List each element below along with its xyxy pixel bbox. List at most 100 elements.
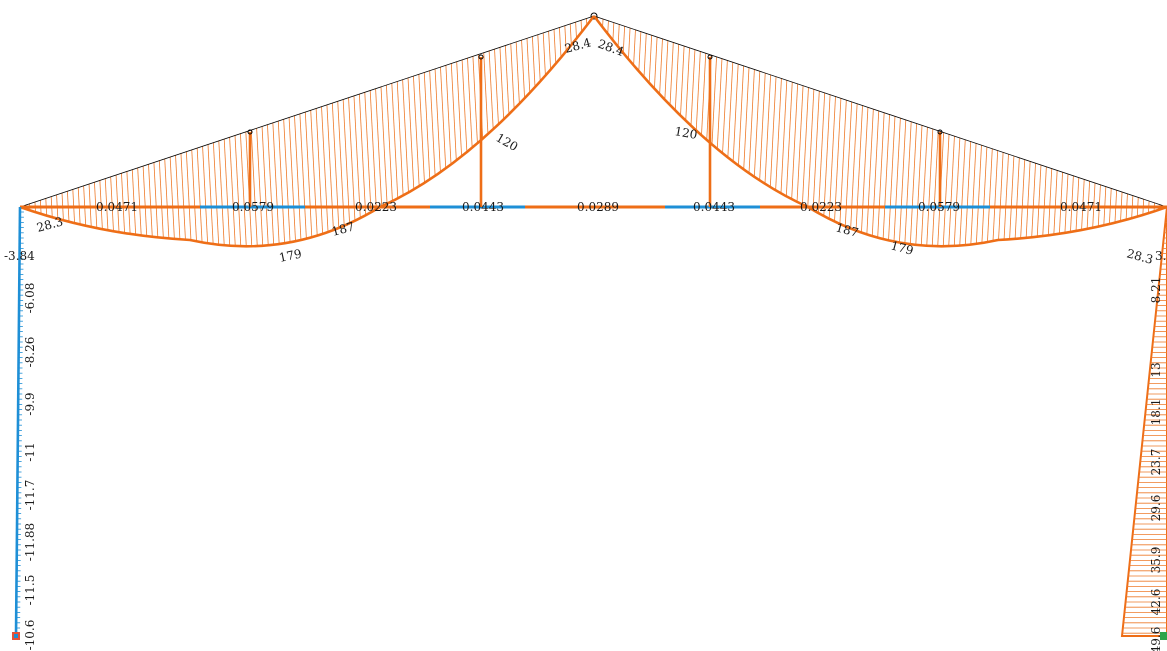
hatch-line (930, 16, 946, 247)
hatch-line (271, 16, 287, 247)
hatch-line (985, 16, 1001, 247)
hatch-line (1062, 16, 1078, 247)
hatch-line (458, 16, 474, 247)
column-label: 29.6 (1149, 495, 1163, 522)
hatch-line (1035, 16, 1050, 247)
hatch-line (200, 16, 215, 247)
hatch-line (754, 16, 770, 247)
hatch-line (205, 16, 221, 247)
column-label: -11.88 (23, 523, 37, 561)
hatch-line (167, 16, 182, 247)
hatch-line (387, 16, 402, 247)
hatch-line (442, 16, 457, 247)
hatch-line (864, 16, 880, 247)
hatch-line (425, 16, 441, 247)
hatch-line (1112, 16, 1127, 247)
hatch-line (870, 16, 885, 247)
hatch-line (776, 16, 792, 247)
left-column-labels: -6.08 -8.26 -9.9 -11 -11.7 -11.88 -11.5 -10.6 (23, 283, 37, 651)
column-label: -8.26 (23, 337, 37, 368)
node (478, 54, 484, 60)
tie-label: 0.0471 (96, 200, 138, 214)
hatch-line (628, 16, 643, 247)
apex-node (590, 12, 598, 20)
column-label: 18.1 (1149, 399, 1163, 426)
hatch-line (919, 16, 935, 247)
hatch-line (1106, 16, 1122, 247)
hatch-line (161, 16, 177, 247)
hatch-line (73, 16, 89, 247)
tie-label: 0.0443 (693, 200, 735, 214)
hatch-line (288, 16, 303, 247)
hatch-line (617, 16, 632, 247)
hatch-line (1145, 16, 1160, 247)
tie-label: 0.0579 (232, 200, 274, 214)
right-column-hatch (1122, 211, 1167, 634)
node (247, 129, 253, 135)
hatch-line (980, 16, 995, 247)
hatch-line (436, 16, 452, 247)
hatch-line (315, 16, 331, 247)
hatch-line (908, 16, 924, 247)
hatch-line (760, 16, 775, 247)
hatch-line (20, 16, 34, 247)
right-support-icon (1160, 632, 1167, 640)
hatch-line (530, 16, 545, 247)
right-column-labels: 8.21 13 18.1 23.7 29.6 35.9 42.6 49.6 (1149, 277, 1163, 651)
hatch-line (62, 16, 78, 247)
hatch-line (0, 0, 11, 270)
hatch-line (963, 16, 979, 247)
hatch-line (809, 16, 825, 247)
curve-label: 179 (278, 246, 303, 264)
moment-curve-right (592, 15, 1167, 248)
hatch-line (178, 16, 193, 247)
hatch-line (1024, 16, 1039, 247)
hatch-line (639, 16, 654, 247)
hatch-line (732, 16, 748, 247)
hatch-line (1123, 16, 1138, 247)
hatch-line (1040, 16, 1056, 247)
hatch-line (447, 16, 463, 247)
hatch-line (546, 16, 562, 247)
column-label: 42.6 (1149, 589, 1163, 616)
hatch-line (958, 16, 973, 247)
hatch-line (1128, 16, 1144, 247)
hatch-line (1095, 16, 1111, 247)
hatch-line (524, 16, 540, 247)
hatch-line (881, 16, 896, 247)
tie-label: 0.0289 (577, 200, 619, 214)
hatch-line (128, 16, 144, 247)
hatch-line (57, 16, 72, 247)
hatch-line (771, 16, 786, 247)
hatch-line (68, 16, 83, 247)
hatch-line (622, 16, 638, 247)
tie-label: 0.0223 (800, 200, 842, 214)
hatch-line (535, 16, 551, 247)
hatch-line (1139, 16, 1155, 247)
curve-label: 187 (834, 220, 860, 239)
node (707, 54, 713, 60)
moment-hatch-left (0, 0, 627, 270)
curve-label: 28.4 (596, 37, 626, 59)
hatch-line (134, 16, 149, 247)
hatch-line (0, 0, 6, 270)
hatch-line (117, 16, 133, 247)
rafter-right (593, 15, 1167, 208)
hatch-line (1090, 16, 1105, 247)
hatch-line (79, 16, 94, 247)
hatch-line (875, 16, 891, 247)
hatch-line (613, 0, 627, 270)
hatch-line (892, 16, 907, 247)
column-label: 23.7 (1149, 449, 1163, 476)
hatch-line (431, 16, 446, 247)
curve-label: 28.4 (563, 35, 593, 56)
hatch-line (123, 16, 138, 247)
hatch-line (304, 16, 320, 247)
left-support-icon (14, 634, 18, 638)
hatch-line (453, 16, 468, 247)
hatch-line (738, 16, 753, 247)
hatch-line (804, 16, 819, 247)
hatch-line (409, 16, 424, 247)
column-label: -9.9 (23, 392, 37, 415)
